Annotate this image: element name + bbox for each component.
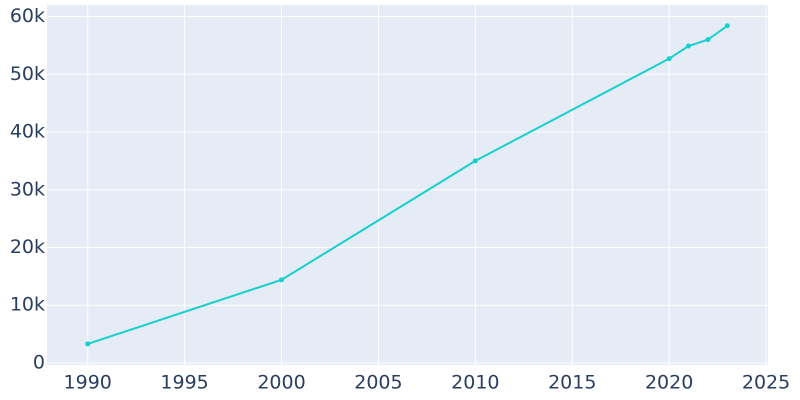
point — [85, 341, 91, 347]
x-tick-label: 1990 — [64, 372, 112, 394]
y-tick-label: 60k — [10, 5, 45, 27]
x-tick-label: 2015 — [548, 372, 596, 394]
x-tick-label: 2025 — [742, 372, 790, 394]
y-tick-label: 50k — [10, 63, 45, 85]
x-tick-label: 1995 — [160, 372, 208, 394]
point — [279, 277, 285, 283]
x-tick-label: 2010 — [451, 372, 499, 394]
y-tick-label: 20k — [10, 236, 45, 258]
y-tick-label: 40k — [10, 121, 45, 143]
y-tick-label: 0 — [33, 351, 45, 373]
plot-area — [47, 5, 768, 365]
y-tick-label: 30k — [10, 178, 45, 200]
point — [705, 37, 711, 43]
point — [666, 56, 672, 62]
x-tick-label: 2005 — [354, 372, 402, 394]
point — [472, 158, 478, 164]
point — [686, 43, 692, 49]
point — [724, 23, 730, 29]
x-tick-label: 2000 — [257, 372, 305, 394]
y-tick-label: 10k — [10, 294, 45, 316]
x-tick-label: 2020 — [645, 372, 693, 394]
